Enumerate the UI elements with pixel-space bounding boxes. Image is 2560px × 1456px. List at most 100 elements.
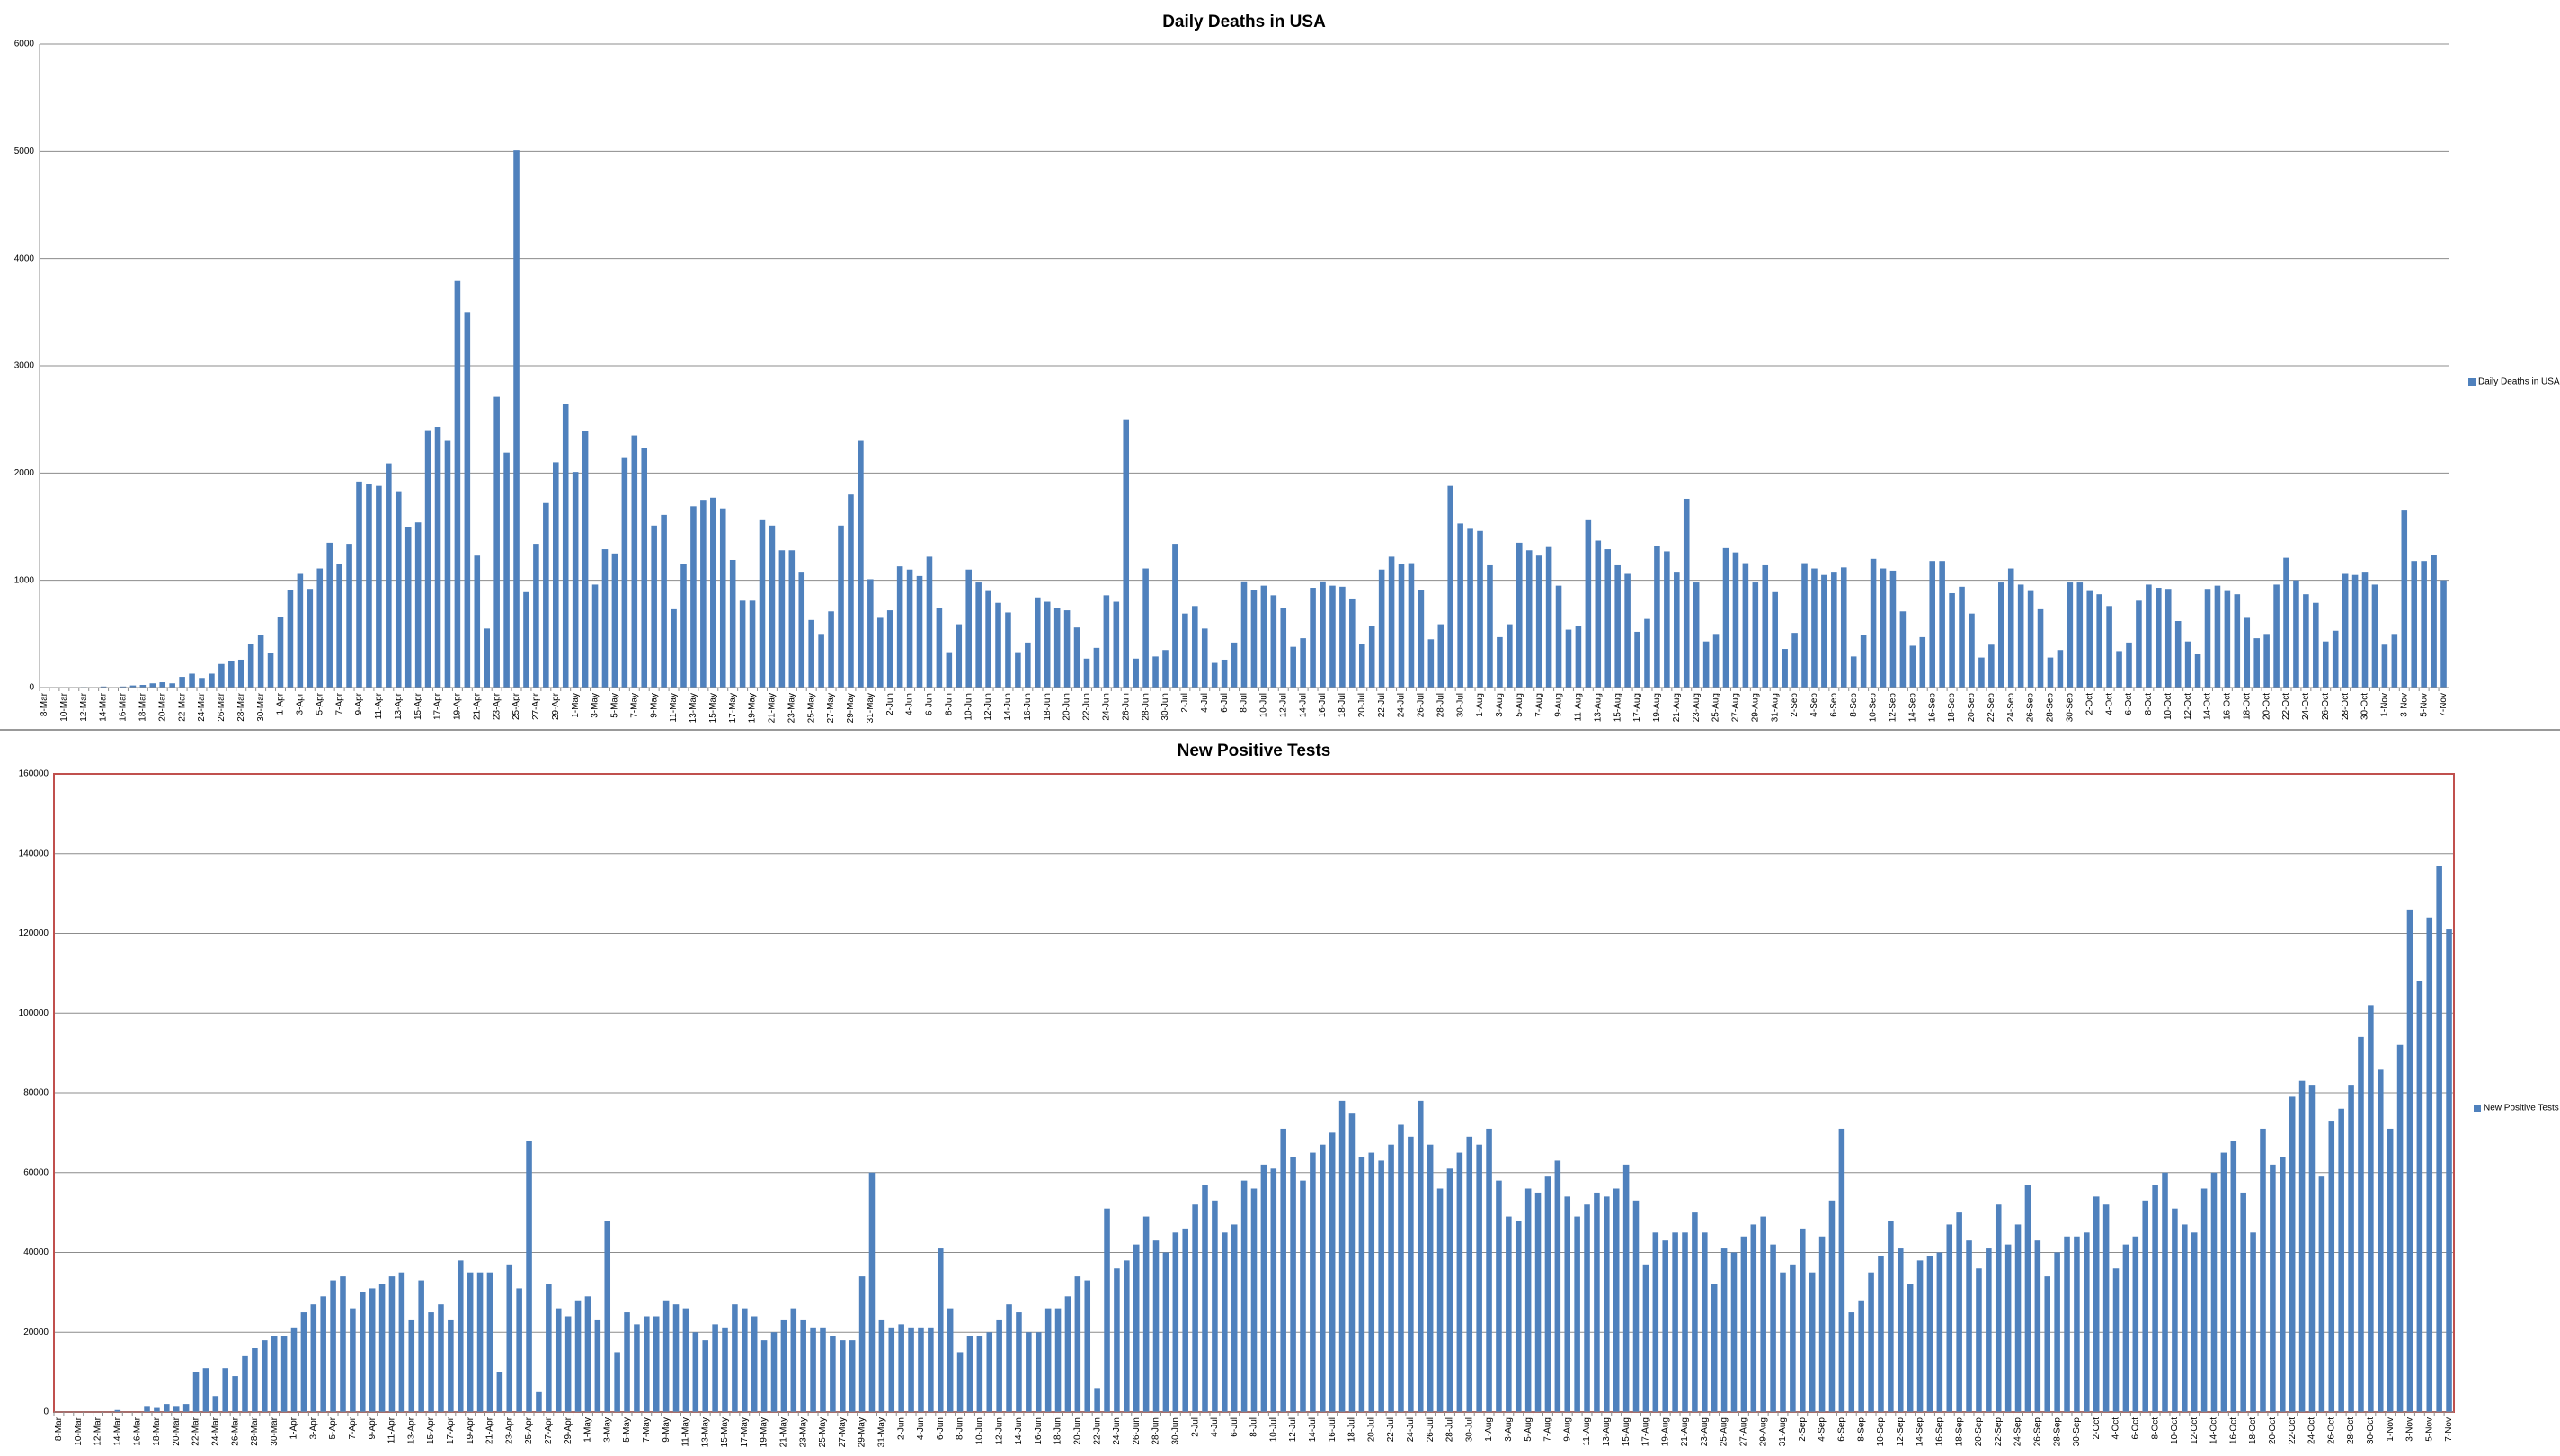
bar [1770, 1244, 1776, 1412]
bar [1192, 1204, 1198, 1412]
x-tick-label: 15-May [720, 1417, 730, 1447]
bar [1398, 1124, 1404, 1412]
bar [2047, 657, 2054, 688]
bar [1870, 558, 1877, 688]
bar [1123, 419, 1130, 688]
x-tick-label: 15-Apr [413, 692, 423, 720]
bar [1053, 608, 1061, 688]
bar [1300, 1180, 1306, 1412]
bar [1907, 1284, 1914, 1412]
bar [1800, 1228, 1806, 1412]
bar [2210, 1172, 2218, 1412]
bar [1417, 1100, 1424, 1412]
bar [129, 685, 137, 688]
bar [434, 427, 441, 688]
x-tick-label: 2-Jun [896, 1417, 906, 1440]
bar [1270, 595, 1277, 688]
x-tick-label: 6-Jul [1220, 693, 1230, 713]
bar [310, 1304, 317, 1412]
x-tick-label: 28-Sep [2046, 693, 2056, 723]
x-tick-label: 21-Aug [1672, 693, 1682, 722]
bar [173, 1406, 180, 1412]
bar [2027, 590, 2034, 688]
x-tick-label: 1-May [571, 693, 581, 718]
bar [516, 1288, 522, 1412]
bar [2293, 580, 2299, 688]
bar [120, 686, 127, 688]
bar [1949, 592, 1955, 688]
bar [1172, 1232, 1179, 1412]
bar [1231, 1224, 1238, 1412]
bar [271, 1336, 278, 1412]
x-tick-label: 12-Oct [2183, 693, 2193, 720]
bar [1035, 597, 1041, 688]
bar [476, 1272, 484, 1412]
bar [1722, 547, 1729, 688]
x-tick-label: 7-Aug [1534, 693, 1544, 717]
bar [1664, 551, 1670, 688]
bar [830, 1336, 836, 1412]
x-tick-label: 17-Aug [1641, 1417, 1651, 1446]
bar [2194, 654, 2201, 688]
bar [2204, 589, 2211, 688]
bar [1988, 644, 1995, 688]
x-tick-label: 10-Jul [1268, 1417, 1278, 1442]
bar [2308, 1085, 2316, 1412]
bar [192, 1372, 200, 1412]
bar [995, 602, 1001, 688]
bar [553, 462, 559, 688]
bar [1447, 485, 1453, 688]
x-tick-label: 1-Nov [2386, 1417, 2396, 1442]
x-tick-label: 18-Jul [1347, 1417, 1357, 1442]
bar [280, 1336, 288, 1412]
bar [810, 1327, 816, 1412]
bar [2074, 1236, 2080, 1412]
bar [2116, 651, 2122, 688]
x-tick-label: 12-Sep [1896, 1417, 1906, 1447]
bar [1818, 1236, 1826, 1412]
bar [985, 590, 991, 688]
x-tick-label: 2-Jul [1180, 693, 1190, 713]
x-tick-label: 19-May [760, 1417, 769, 1447]
bar [1408, 563, 1415, 688]
bar [1791, 633, 1798, 688]
x-tick-label: 21-May [779, 1417, 789, 1447]
x-tick-label: 17-Apr [433, 692, 443, 720]
y-tick-label: 0 [43, 1407, 49, 1417]
x-tick-label: 26-Sep [2032, 1417, 2042, 1447]
x-tick-label: 11-Aug [1582, 1417, 1592, 1446]
x-tick-label: 6-Jun [925, 693, 935, 715]
x-tick-label: 20-Sep [1967, 693, 1977, 723]
bar [2342, 573, 2349, 688]
bar [1909, 645, 1916, 688]
x-tick-label: 13-Apr [406, 1416, 416, 1444]
x-tick-label: 6-Sep [1829, 693, 1839, 717]
x-tick-label: 2-Sep [1790, 693, 1800, 717]
x-tick-label: 14-Sep [1916, 1417, 1925, 1447]
bar [424, 430, 431, 688]
y-tick-label: 60000 [23, 1167, 49, 1177]
bar [1850, 656, 1857, 688]
bar [1976, 1268, 1982, 1412]
bar [1418, 590, 1425, 688]
x-tick-label: 26-Mar [230, 1416, 240, 1445]
bar [956, 1352, 964, 1412]
bar [572, 472, 579, 688]
bar [297, 573, 304, 688]
x-tick-label: 22-Jun [1082, 693, 1092, 721]
x-tick-label: 13-Aug [1602, 1417, 1612, 1446]
bar [641, 448, 648, 688]
x-tick-label: 14-Sep [1907, 693, 1917, 723]
bar [1162, 1252, 1169, 1412]
bar [1720, 1248, 1728, 1412]
bar [2146, 584, 2152, 688]
bar [2318, 1176, 2325, 1412]
bar [1035, 1332, 1042, 1412]
bar [1467, 528, 1473, 688]
bar [1956, 1212, 1962, 1412]
bar [1290, 646, 1296, 688]
x-tick-label: 21-Apr [485, 1416, 495, 1444]
bar [2368, 1005, 2374, 1412]
bar [2156, 588, 2162, 688]
